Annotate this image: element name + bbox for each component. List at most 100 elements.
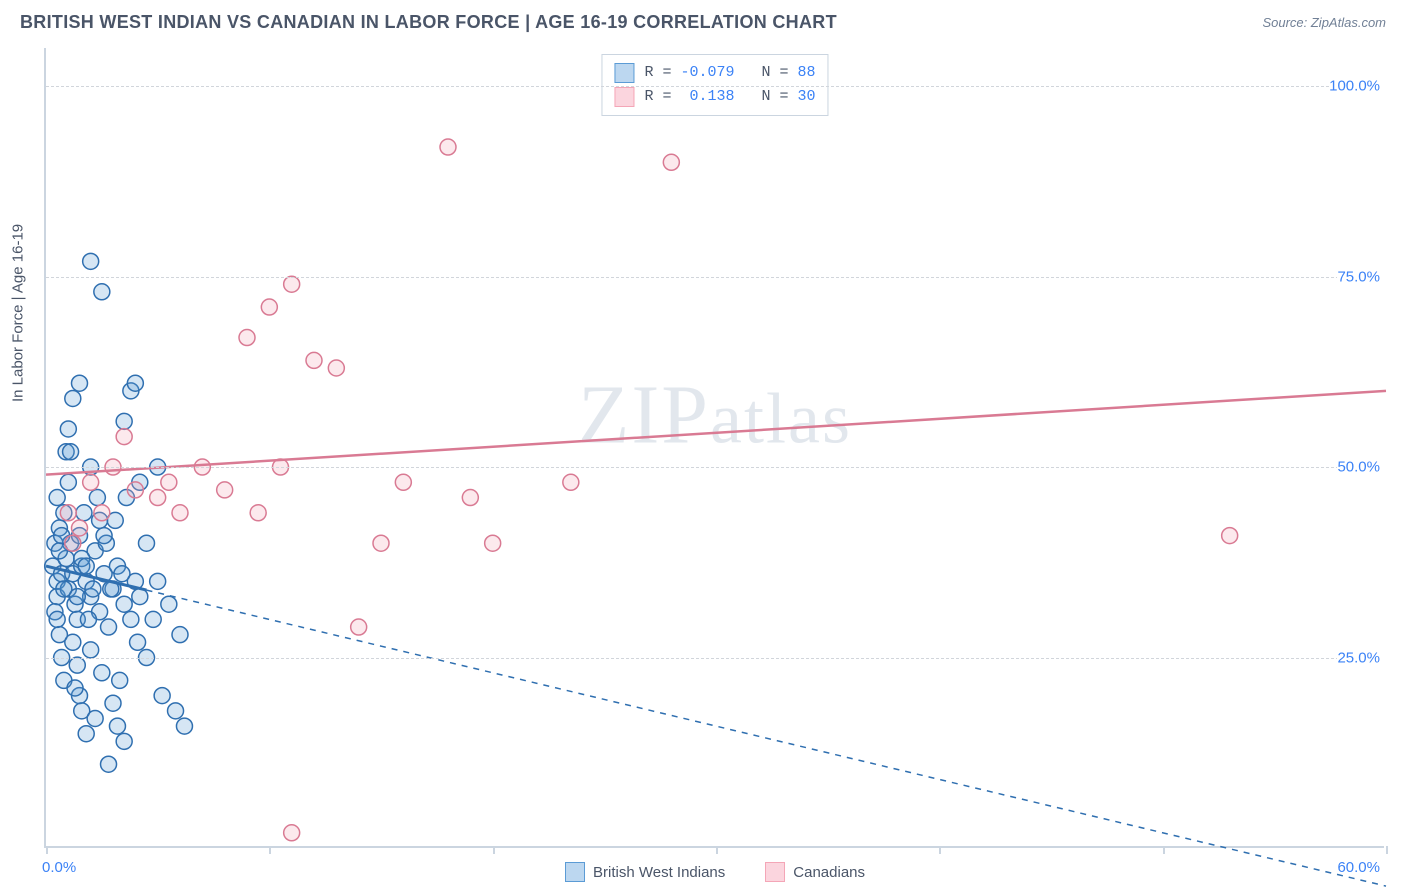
data-point xyxy=(49,611,65,627)
data-point xyxy=(284,825,300,841)
data-point xyxy=(96,528,112,544)
x-tick xyxy=(939,846,941,854)
data-point xyxy=(462,490,478,506)
x-tick xyxy=(1163,846,1165,854)
data-point xyxy=(150,573,166,589)
data-point xyxy=(116,596,132,612)
legend-series-item: British West Indians xyxy=(565,862,725,882)
data-point xyxy=(284,276,300,292)
data-point xyxy=(161,596,177,612)
y-tick-label: 50.0% xyxy=(1337,459,1388,476)
x-tick xyxy=(1386,846,1388,854)
data-point xyxy=(60,474,76,490)
data-point xyxy=(114,566,130,582)
data-point xyxy=(127,375,143,391)
data-point xyxy=(63,444,79,460)
data-point xyxy=(563,474,579,490)
legend-series-label: British West Indians xyxy=(593,864,725,881)
x-tick xyxy=(716,846,718,854)
data-point xyxy=(116,733,132,749)
x-tick xyxy=(493,846,495,854)
data-point xyxy=(94,665,110,681)
trend-line-extrapolated xyxy=(147,590,1387,886)
data-point xyxy=(440,139,456,155)
legend-swatch xyxy=(614,63,634,83)
data-point xyxy=(239,330,255,346)
data-point xyxy=(65,390,81,406)
chart-source: Source: ZipAtlas.com xyxy=(1262,15,1386,30)
legend-swatch xyxy=(765,862,785,882)
data-point xyxy=(72,520,88,536)
data-point xyxy=(145,611,161,627)
gridline xyxy=(46,86,1384,87)
x-tick xyxy=(46,846,48,854)
gridline xyxy=(46,467,1384,468)
data-point xyxy=(663,154,679,170)
data-point xyxy=(172,627,188,643)
chart-title: BRITISH WEST INDIAN VS CANADIAN IN LABOR… xyxy=(20,12,837,33)
x-tick-label: 60.0% xyxy=(1337,859,1380,876)
chart-header: BRITISH WEST INDIAN VS CANADIAN IN LABOR… xyxy=(0,0,1406,41)
legend-series-item: Canadians xyxy=(765,862,865,882)
legend-series-label: Canadians xyxy=(793,864,865,881)
legend-correlation-row: R = -0.079 N = 88 xyxy=(614,61,815,85)
data-point xyxy=(1222,528,1238,544)
data-point xyxy=(373,535,389,551)
data-point xyxy=(116,413,132,429)
data-point xyxy=(261,299,277,315)
data-point xyxy=(72,375,88,391)
data-point xyxy=(85,581,101,597)
data-point xyxy=(94,505,110,521)
data-point xyxy=(60,505,76,521)
data-point xyxy=(65,634,81,650)
data-point xyxy=(101,756,117,772)
data-point xyxy=(101,619,117,635)
y-tick-label: 100.0% xyxy=(1329,78,1388,95)
data-point xyxy=(116,429,132,445)
scatter-svg xyxy=(46,48,1384,846)
data-point xyxy=(130,634,146,650)
data-point xyxy=(78,558,94,574)
data-point xyxy=(60,421,76,437)
data-point xyxy=(127,482,143,498)
legend-swatch xyxy=(614,87,634,107)
data-point xyxy=(161,474,177,490)
data-point xyxy=(139,535,155,551)
legend-swatch xyxy=(565,862,585,882)
x-tick xyxy=(269,846,271,854)
chart-plot-area: In Labor Force | Age 16-19 ZIPatlas R = … xyxy=(44,48,1384,848)
data-point xyxy=(154,688,170,704)
legend-correlation-row: R = 0.138 N = 30 xyxy=(614,85,815,109)
data-point xyxy=(65,535,81,551)
data-point xyxy=(217,482,233,498)
x-tick-label: 0.0% xyxy=(42,859,76,876)
gridline xyxy=(46,277,1384,278)
data-point xyxy=(123,611,139,627)
y-axis-label: In Labor Force | Age 16-19 xyxy=(10,224,27,402)
data-point xyxy=(87,710,103,726)
data-point xyxy=(67,680,83,696)
y-tick-label: 75.0% xyxy=(1337,268,1388,285)
legend-correlation: R = -0.079 N = 88R = 0.138 N = 30 xyxy=(601,54,828,116)
data-point xyxy=(49,490,65,506)
data-point xyxy=(168,703,184,719)
data-point xyxy=(89,490,105,506)
data-point xyxy=(109,718,125,734)
data-point xyxy=(250,505,266,521)
data-point xyxy=(83,253,99,269)
data-point xyxy=(76,505,92,521)
data-point xyxy=(78,726,94,742)
data-point xyxy=(150,490,166,506)
data-point xyxy=(485,535,501,551)
data-point xyxy=(83,474,99,490)
legend-series: British West Indians Canadians xyxy=(565,862,865,882)
data-point xyxy=(172,505,188,521)
data-point xyxy=(395,474,411,490)
data-point xyxy=(176,718,192,734)
data-point xyxy=(69,657,85,673)
data-point xyxy=(328,360,344,376)
data-point xyxy=(83,642,99,658)
trend-line xyxy=(46,391,1386,475)
gridline xyxy=(46,658,1384,659)
data-point xyxy=(94,284,110,300)
